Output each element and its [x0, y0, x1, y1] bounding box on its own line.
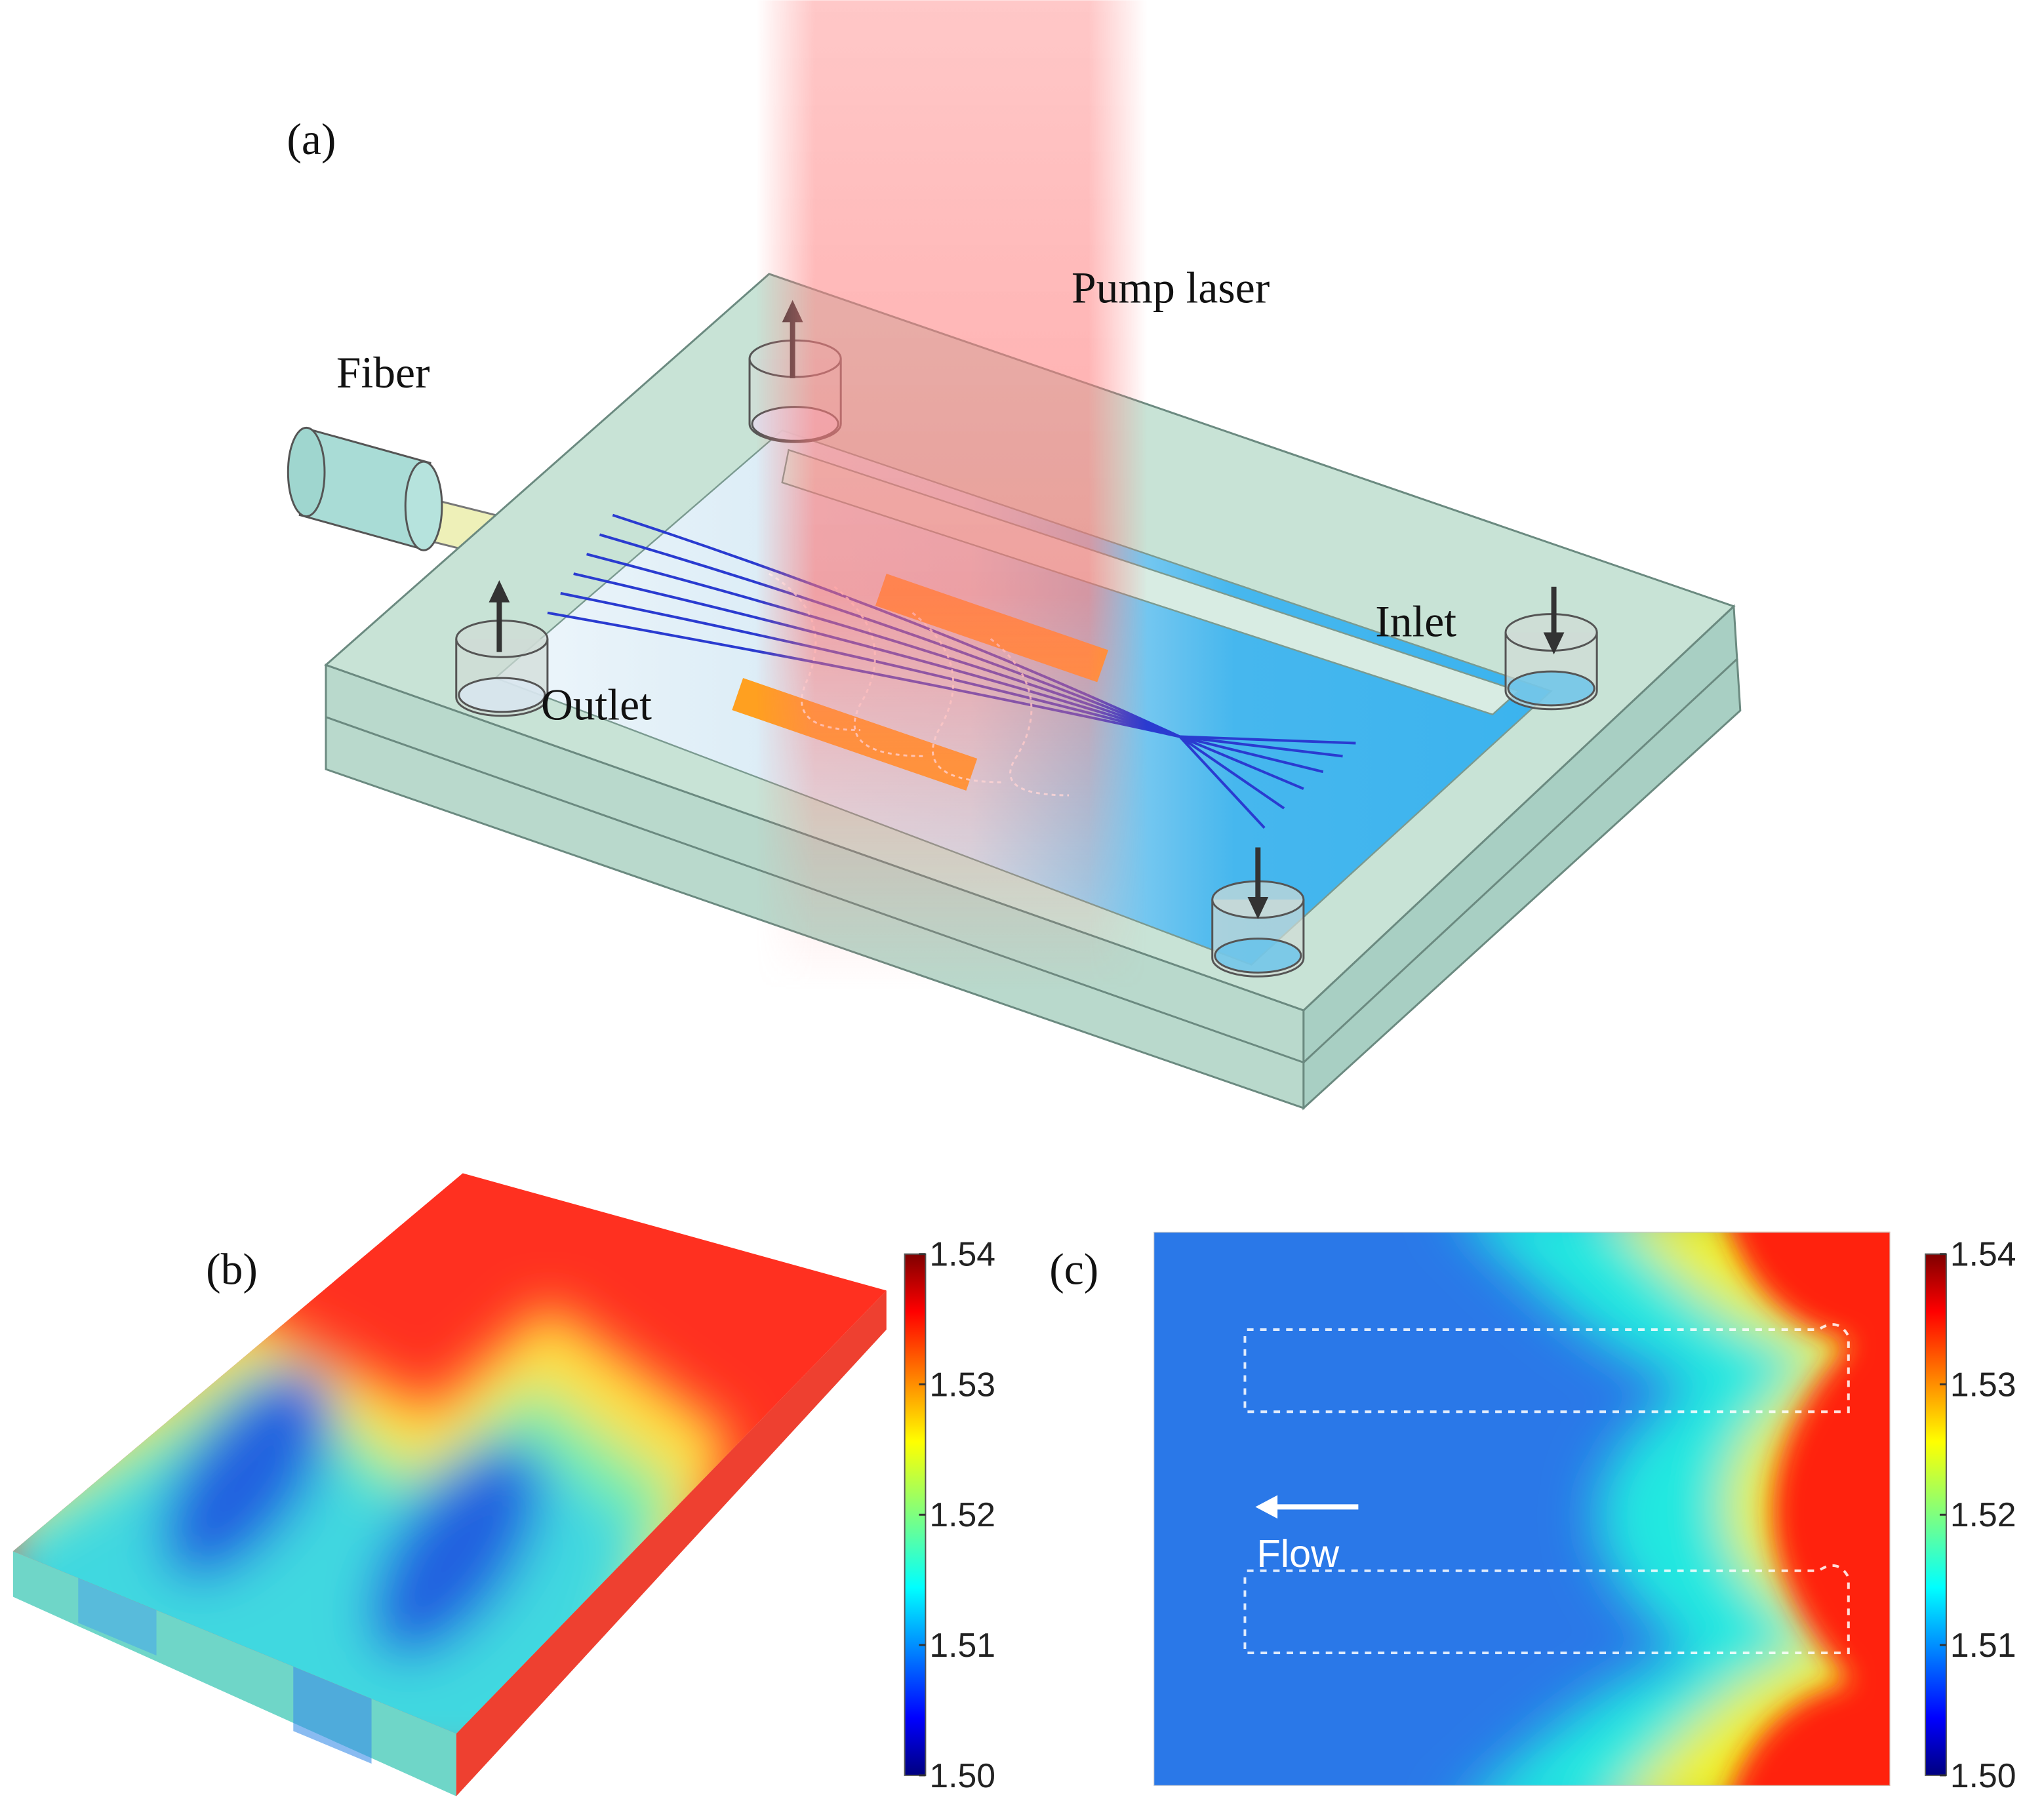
- colorbar: 1.54 1.53 1.52 1.51 1.50: [1925, 1235, 2016, 1794]
- tick-label: 1.50: [1950, 1756, 2016, 1794]
- panel-label: (b): [206, 1244, 258, 1294]
- panel-label: (a): [287, 115, 336, 164]
- panel-label: (c): [1049, 1244, 1098, 1294]
- colorbar: 1.54 1.53 1.52 1.51 1.50: [904, 1235, 995, 1794]
- tick-label: 1.54: [929, 1235, 995, 1273]
- panel-b: (b) 1.54 1.53 1.52 1.51 1.50: [12, 1173, 995, 1796]
- flow-label: Flow: [1256, 1532, 1340, 1575]
- outlet-label: Outlet: [541, 681, 652, 730]
- slab-top: [12, 1173, 887, 1734]
- heatmap: [1153, 1231, 1891, 1786]
- inlet-label: Inlet: [1375, 597, 1456, 646]
- tick-label: 1.50: [929, 1756, 995, 1794]
- panel-c: (c) Flow 1.54 1.53 1.52 1.51 1.50: [1049, 1231, 2016, 1794]
- tick-label: 1.51: [1950, 1626, 2016, 1664]
- tick-label: 1.53: [929, 1365, 995, 1403]
- tick-label: 1.53: [1950, 1365, 2016, 1403]
- fiber: [287, 426, 497, 556]
- tick-label: 1.51: [929, 1626, 995, 1664]
- pump-laser-label: Pump laser: [1072, 264, 1270, 313]
- tick-label: 1.54: [1950, 1235, 2016, 1273]
- slab-side: [456, 1290, 887, 1796]
- fiber-label: Fiber: [336, 348, 430, 397]
- flow-arrow: [1255, 1495, 1359, 1519]
- tick-label: 1.52: [1950, 1496, 2016, 1534]
- panel-a: (a): [287, 0, 1742, 1111]
- tick-label: 1.52: [929, 1496, 995, 1534]
- pump-beam: [755, 0, 1148, 991]
